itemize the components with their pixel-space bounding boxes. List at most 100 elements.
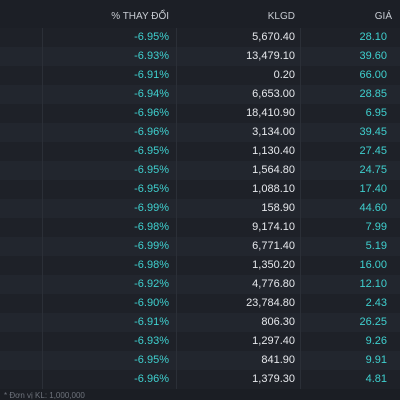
cell-volume: 1,564.80 (252, 164, 295, 176)
column-divider (300, 161, 301, 180)
column-divider (176, 237, 177, 256)
table-row[interactable]: -6.92% 4,776.80 12.10 (0, 275, 400, 294)
cell-volume: 3,134.00 (252, 126, 295, 138)
table-row[interactable]: -6.95% 841.90 9.91 (0, 351, 400, 370)
cell-price: 9.91 (365, 354, 387, 366)
table-row[interactable]: -6.98% 1,350.20 16.00 (0, 256, 400, 275)
column-divider (300, 313, 301, 332)
cell-change: -6.95% (134, 354, 169, 366)
cell-volume: 841.90 (261, 354, 295, 366)
table-row[interactable]: -6.99% 6,771.40 5.19 (0, 237, 400, 256)
column-divider (176, 142, 177, 161)
column-divider (42, 66, 43, 85)
table-row[interactable]: -6.93% 1,297.40 9.26 (0, 332, 400, 351)
cell-change: -6.95% (134, 31, 169, 43)
table-row[interactable]: -6.93% 13,479.10 39.60 (0, 47, 400, 66)
column-divider (42, 85, 43, 104)
column-divider (176, 66, 177, 85)
cell-volume: 1,379.30 (252, 373, 295, 385)
unit-note: * Đơn vị KL: 1,000,000 (4, 392, 85, 400)
column-divider (176, 47, 177, 66)
column-divider (42, 313, 43, 332)
cell-price: 16.00 (359, 259, 387, 271)
column-divider (42, 218, 43, 237)
cell-volume: 806.30 (261, 316, 295, 328)
column-divider (300, 351, 301, 370)
cell-price: 17.40 (359, 183, 387, 195)
cell-price: 28.85 (359, 88, 387, 100)
cell-change: -6.93% (134, 50, 169, 62)
column-divider (176, 332, 177, 351)
cell-price: 27.45 (359, 145, 387, 157)
column-divider (300, 256, 301, 275)
column-divider (300, 275, 301, 294)
column-divider (176, 180, 177, 199)
table-row[interactable]: -6.99% 158.90 44.60 (0, 199, 400, 218)
cell-price: 12.10 (359, 278, 387, 290)
column-divider (42, 332, 43, 351)
column-divider (176, 351, 177, 370)
cell-price: 6.95 (365, 107, 387, 119)
table-body: -6.95% 5,670.40 28.10 -6.93% 13,479.10 39.60-… (0, 28, 400, 389)
cell-price: 24.75 (359, 164, 387, 176)
column-divider (42, 294, 43, 313)
table-row[interactable]: -6.96% 1,379.30 4.81 (0, 370, 400, 389)
cell-price: 66.00 (359, 69, 387, 81)
table-row[interactable]: -6.96% 18,410.90 6.95 (0, 104, 400, 123)
column-divider (176, 199, 177, 218)
column-divider (42, 161, 43, 180)
column-divider (300, 85, 301, 104)
column-divider (42, 199, 43, 218)
cell-volume: 5,670.40 (252, 31, 295, 43)
column-divider (300, 104, 301, 123)
table-row[interactable]: -6.94% 6,653.00 28.85 (0, 85, 400, 104)
column-divider (300, 332, 301, 351)
column-divider (42, 123, 43, 142)
cell-change: -6.96% (134, 107, 169, 119)
column-divider (176, 28, 177, 47)
cell-price: 4.81 (365, 373, 387, 385)
column-divider (300, 199, 301, 218)
cell-volume: 1,130.40 (252, 145, 295, 157)
cell-volume: 9,174.10 (252, 221, 295, 233)
column-divider (300, 123, 301, 142)
cell-change: -6.92% (134, 278, 169, 290)
table-row[interactable]: -6.98% 9,174.10 7.99 (0, 218, 400, 237)
cell-price: 28.10 (359, 31, 387, 43)
column-divider (300, 180, 301, 199)
table-row[interactable]: -6.91% 0.20 66.00 (0, 66, 400, 85)
column-divider (42, 142, 43, 161)
table-row[interactable]: -6.96% 3,134.00 39.45 (0, 123, 400, 142)
column-divider (176, 275, 177, 294)
column-divider (42, 351, 43, 370)
table-row[interactable]: -6.90% 23,784.80 2.43 (0, 294, 400, 313)
column-header-volume[interactable]: KLGD (267, 11, 295, 22)
cell-change: -6.99% (134, 202, 169, 214)
table-row[interactable]: -6.95% 1,088.10 17.40 (0, 180, 400, 199)
cell-change: -6.95% (134, 164, 169, 176)
cell-price: 26.25 (359, 316, 387, 328)
cell-change: -6.95% (134, 145, 169, 157)
column-divider (300, 28, 301, 47)
cell-change: -6.98% (134, 221, 169, 233)
column-divider (300, 47, 301, 66)
cell-volume: 6,653.00 (252, 88, 295, 100)
column-divider (176, 294, 177, 313)
table-row[interactable]: -6.91% 806.30 26.25 (0, 313, 400, 332)
column-divider (300, 370, 301, 389)
cell-change: -6.96% (134, 126, 169, 138)
cell-change: -6.91% (134, 69, 169, 81)
cell-volume: 1,350.20 (252, 259, 295, 271)
column-header-change[interactable]: % THAY ĐỔI (111, 11, 169, 22)
column-divider (42, 370, 43, 389)
cell-price: 7.99 (365, 221, 387, 233)
column-header-price[interactable]: GIÁ (374, 11, 392, 22)
table-row[interactable]: -6.95% 1,564.80 24.75 (0, 161, 400, 180)
table-row[interactable]: -6.95% 5,670.40 28.10 (0, 28, 400, 47)
cell-volume: 1,088.10 (252, 183, 295, 195)
table-row[interactable]: -6.95% 1,130.40 27.45 (0, 142, 400, 161)
cell-volume: 158.90 (261, 202, 295, 214)
column-divider (300, 294, 301, 313)
cell-change: -6.93% (134, 335, 169, 347)
cell-volume: 0.20 (273, 69, 295, 81)
